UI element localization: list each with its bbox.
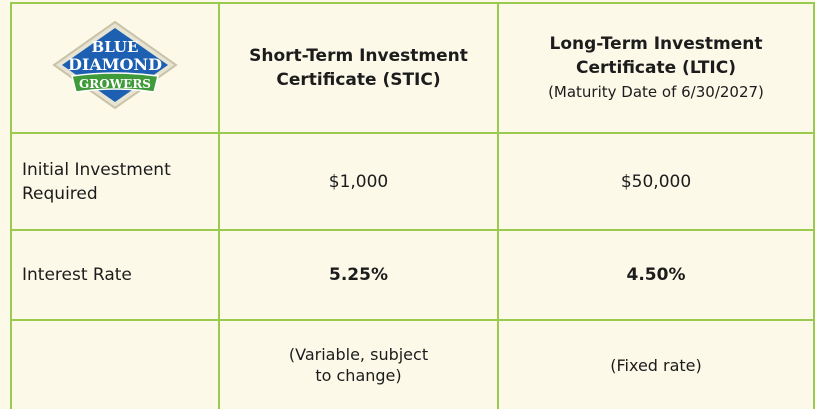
column-header: Long-Term Investment Certificate (LTIC) (…	[497, 2, 815, 134]
row-label: Initial Investment Required	[10, 132, 220, 231]
row: Initial Investment Required $1,000 $50,0…	[10, 132, 815, 231]
cell: (Variable, subject to change)	[218, 319, 499, 409]
header-row: BLUE DIAMOND GROWERS Short-Term Investme…	[10, 2, 815, 134]
logo-text: BLUE	[92, 38, 139, 56]
logo-text: DIAMOND	[68, 55, 162, 74]
logo-cell: BLUE DIAMOND GROWERS	[10, 2, 220, 134]
row: Interest Rate 5.25% 4.50%	[10, 229, 815, 321]
column-title: Short-Term Investment Certificate (STIC)	[249, 46, 468, 90]
column-subtitle: (Maturity Date of 6/30/2027)	[548, 83, 764, 101]
logo: BLUE DIAMOND GROWERS	[52, 20, 178, 109]
cell: $1,000	[218, 132, 499, 231]
column-title: Long-Term Investment Certificate (LTIC)	[549, 34, 763, 78]
note: (Variable, subject to change)	[288, 345, 429, 385]
cell: (Fixed rate)	[497, 319, 815, 409]
cell: $50,000	[497, 132, 815, 231]
cell: 5.25%	[218, 229, 499, 321]
logo-text: GROWERS	[79, 77, 151, 91]
row-label-empty	[10, 319, 220, 409]
investment-table: BLUE DIAMOND GROWERS Short-Term Investme…	[10, 2, 815, 409]
column-header: Short-Term Investment Certificate (STIC)	[218, 2, 499, 134]
row-label: Interest Rate	[10, 229, 220, 321]
cell: 4.50%	[497, 229, 815, 321]
row: (Variable, subject to change) (Fixed rat…	[10, 319, 815, 409]
